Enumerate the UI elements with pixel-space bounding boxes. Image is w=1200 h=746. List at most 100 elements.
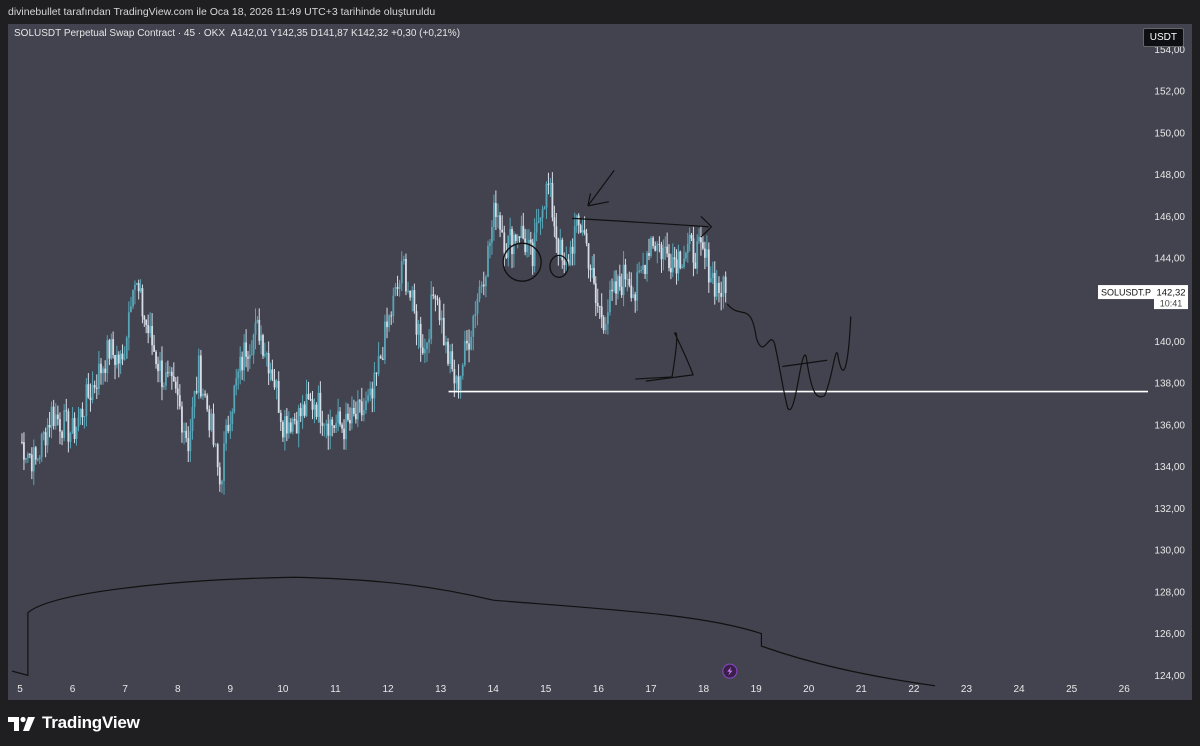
candle-body [149,326,152,334]
x-tick-label: 10 [277,684,289,695]
candle-body [711,272,714,278]
candle-body [547,183,550,185]
y-tick-label: 152,00 [1154,87,1185,98]
candle-body [571,246,574,254]
candle-body [185,430,188,439]
candle-body [365,400,367,410]
candle-body [683,258,685,268]
candle-body [413,290,416,312]
candle-body [553,217,556,227]
x-tick-label: 19 [751,684,763,695]
candle-body [153,345,155,352]
candle-body [390,315,393,317]
chart-area[interactable]: 154,00 152,00 150,00 148,00 146,00 144,00 142,… [8,24,1192,700]
candle-body [237,371,240,379]
candle-body [459,375,462,390]
candle-body [189,430,192,452]
candle-body [269,369,272,374]
candle-body [263,354,266,356]
candle-body [119,353,122,364]
x-tick-label: 18 [698,684,710,695]
arrow-down-left-annotation [587,170,615,207]
candle-body [606,312,609,325]
candle-body [85,384,88,417]
candle-body [285,416,288,434]
price-badge [1154,285,1188,310]
candle-body [225,425,228,444]
candle-body [337,411,340,424]
candle-body [652,237,654,247]
candle-body [335,423,338,428]
candle-body [21,441,23,443]
candle-body [537,221,540,223]
candle-body [638,270,641,273]
candle-body [484,276,487,287]
candle-body [409,290,412,298]
candle-body [235,378,238,386]
candle-body [549,183,552,185]
candle-body [349,419,351,424]
candle-body [573,226,576,254]
candle-body [67,411,70,442]
candle-body [700,236,702,243]
candle-body [254,322,257,335]
candle-body [299,408,302,417]
candle-body [694,262,697,269]
candle-body [533,232,536,267]
x-tick-label: 21 [856,684,868,695]
candle-body [110,339,113,359]
candle-body [102,368,104,374]
candle-body [89,397,92,401]
candle-body [685,253,687,259]
candle-body [604,324,607,331]
candle-body [583,230,586,234]
footer-logo[interactable]: TradingView [8,713,140,733]
candle-body [702,242,704,249]
candle-body [195,391,198,393]
x-tick-label: 15 [540,684,552,695]
x-tick-label: 20 [803,684,815,695]
candle-body [161,360,163,388]
candle-body [421,347,424,354]
candle-body [417,323,420,335]
candle-body [499,215,501,230]
candle-body [423,348,426,354]
candle-body [221,480,223,485]
candle-body [539,217,542,222]
candle-body [279,412,282,422]
candle-body [295,420,298,434]
candle-body [289,422,292,432]
candle-body [163,385,165,388]
x-tick-label: 25 [1066,684,1078,695]
candle-body [634,294,637,301]
candle-body [369,388,372,396]
price-chart[interactable]: 154,00 152,00 150,00 148,00 146,00 144,00 142,… [8,24,1192,700]
x-tick-label: 6 [70,684,76,695]
circle-annotation [549,254,569,279]
candle-body [373,372,376,399]
circle-annotation [502,242,542,282]
candle-body [555,226,558,239]
candle-body [197,355,200,393]
candle-body [265,353,268,355]
candle-body [69,433,72,442]
candle-body [662,247,665,260]
currency-button[interactable]: USDT [1142,28,1184,47]
candle-body [596,303,599,307]
y-tick-label: 140,00 [1154,337,1185,348]
candle-body [463,340,466,366]
candle-body [341,424,343,429]
candle-body [218,467,221,485]
candle-body [59,419,61,432]
y-tick-label: 126,00 [1154,629,1185,640]
candle-body [178,395,181,407]
candle-body [491,227,493,243]
candle-body [28,453,31,455]
candle-body [165,372,167,386]
candle-body [208,409,211,431]
candle-body [505,252,508,258]
candle-body [25,458,27,460]
candle-body [106,340,109,374]
candle-body [487,245,489,277]
symbol-legend: SOLUSDT Perpetual Swap Contract · 45 · O… [14,28,460,39]
